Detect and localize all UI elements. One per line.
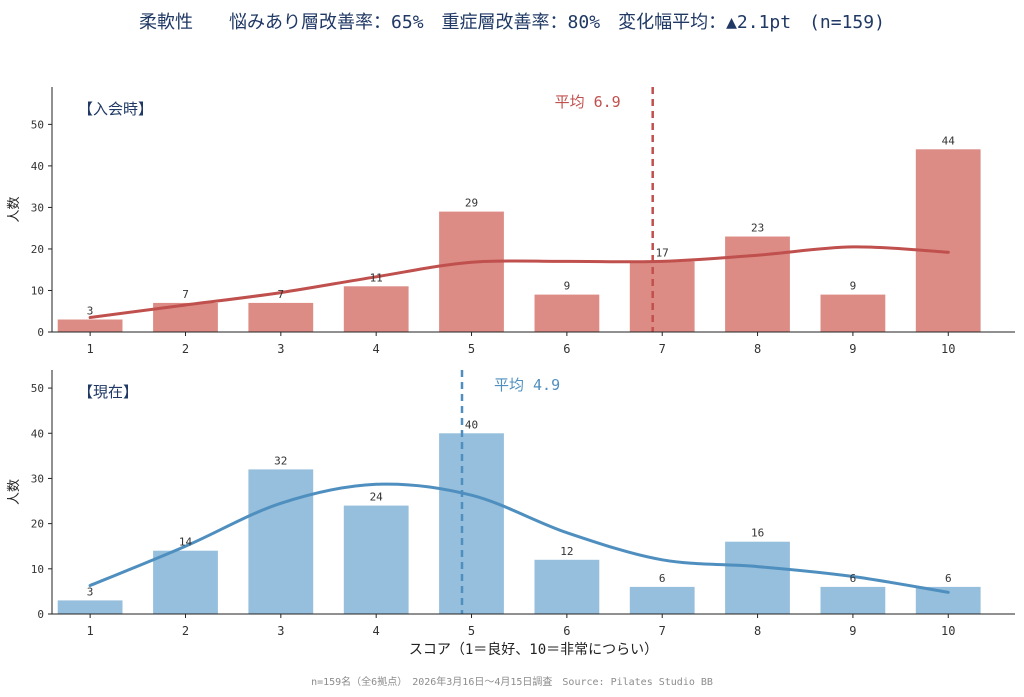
y-axis-label: 人数 xyxy=(7,479,22,505)
y-axis-label: 人数 xyxy=(7,196,22,222)
data-label: 24 xyxy=(370,491,384,504)
y-tick-label: 40 xyxy=(31,160,44,173)
data-label: 6 xyxy=(945,572,952,585)
data-label: 23 xyxy=(751,222,764,235)
x-tick-label: 2 xyxy=(182,342,189,356)
bar xyxy=(343,286,409,332)
panel-label: 【入会時】 xyxy=(78,100,153,118)
bar xyxy=(57,600,123,614)
panel-label: 【現在】 xyxy=(78,383,138,401)
x-tick-label: 3 xyxy=(277,342,284,356)
x-tick-label: 8 xyxy=(754,624,761,638)
y-tick-label: 10 xyxy=(31,563,44,576)
chart-title: 柔軟性 悩みあり層改善率：65% 重症層改善率：80% 変化幅平均：▲2.1pt… xyxy=(139,12,885,33)
data-label: 3 xyxy=(87,585,94,598)
y-tick-label: 10 xyxy=(31,284,44,297)
bar xyxy=(725,236,790,332)
data-label: 9 xyxy=(850,280,857,293)
mean-label: 平均 4.9 xyxy=(494,376,560,394)
bar xyxy=(439,211,504,332)
data-label: 29 xyxy=(465,197,478,210)
data-label: 32 xyxy=(274,454,287,467)
x-tick-label: 4 xyxy=(373,342,380,356)
data-label: 44 xyxy=(942,134,956,147)
x-tick-label: 10 xyxy=(941,624,955,638)
x-tick-label: 4 xyxy=(373,624,380,638)
x-tick-label: 2 xyxy=(182,624,189,638)
y-tick-label: 40 xyxy=(31,427,44,440)
bar xyxy=(629,261,695,332)
x-axis-label: スコア（1＝良好、10＝非常につらい） xyxy=(409,642,658,658)
y-tick-label: 0 xyxy=(37,608,44,621)
x-tick-label: 9 xyxy=(849,624,856,638)
y-tick-label: 20 xyxy=(31,518,44,531)
bar xyxy=(248,469,314,614)
x-tick-label: 9 xyxy=(849,342,856,356)
footer-note: n=159名（全6拠点） 2026年3月16日〜4月15日調査 Source: … xyxy=(311,677,713,688)
mean-label: 平均 6.9 xyxy=(555,93,621,111)
x-tick-label: 5 xyxy=(468,624,475,638)
data-label: 7 xyxy=(277,288,284,301)
bar xyxy=(57,319,123,332)
x-tick-label: 1 xyxy=(87,342,94,356)
data-label: 11 xyxy=(370,271,383,284)
data-label: 16 xyxy=(751,527,764,540)
bar xyxy=(534,559,600,614)
y-tick-label: 30 xyxy=(31,201,44,214)
bar xyxy=(248,302,314,332)
bar xyxy=(725,541,790,614)
data-label: 3 xyxy=(87,305,94,318)
x-tick-label: 5 xyxy=(468,342,475,356)
y-tick-label: 0 xyxy=(37,326,44,339)
bar xyxy=(439,433,504,614)
trend-line xyxy=(88,245,950,319)
x-tick-label: 6 xyxy=(563,624,570,638)
y-tick-label: 20 xyxy=(31,243,44,256)
data-label: 6 xyxy=(850,572,857,585)
x-tick-label: 7 xyxy=(659,624,666,638)
bar xyxy=(820,586,886,614)
x-tick-label: 7 xyxy=(659,342,666,356)
bar xyxy=(534,294,600,332)
y-tick-label: 50 xyxy=(31,118,44,131)
data-label: 14 xyxy=(179,536,193,549)
data-label: 7 xyxy=(182,288,189,301)
bar xyxy=(820,294,886,332)
data-label: 17 xyxy=(656,246,669,259)
data-label: 6 xyxy=(659,572,666,585)
bar xyxy=(153,550,218,614)
x-tick-label: 1 xyxy=(87,624,94,638)
bar xyxy=(629,586,695,614)
data-label: 12 xyxy=(560,545,573,558)
bar xyxy=(343,505,409,614)
y-tick-label: 50 xyxy=(31,382,44,395)
x-tick-label: 6 xyxy=(563,342,570,356)
x-tick-label: 10 xyxy=(941,342,955,356)
data-label: 9 xyxy=(564,280,571,293)
x-tick-label: 8 xyxy=(754,342,761,356)
y-tick-label: 30 xyxy=(31,472,44,485)
x-tick-label: 3 xyxy=(277,624,284,638)
data-label: 40 xyxy=(465,418,478,431)
trend-line xyxy=(88,482,950,594)
bar xyxy=(915,149,981,332)
